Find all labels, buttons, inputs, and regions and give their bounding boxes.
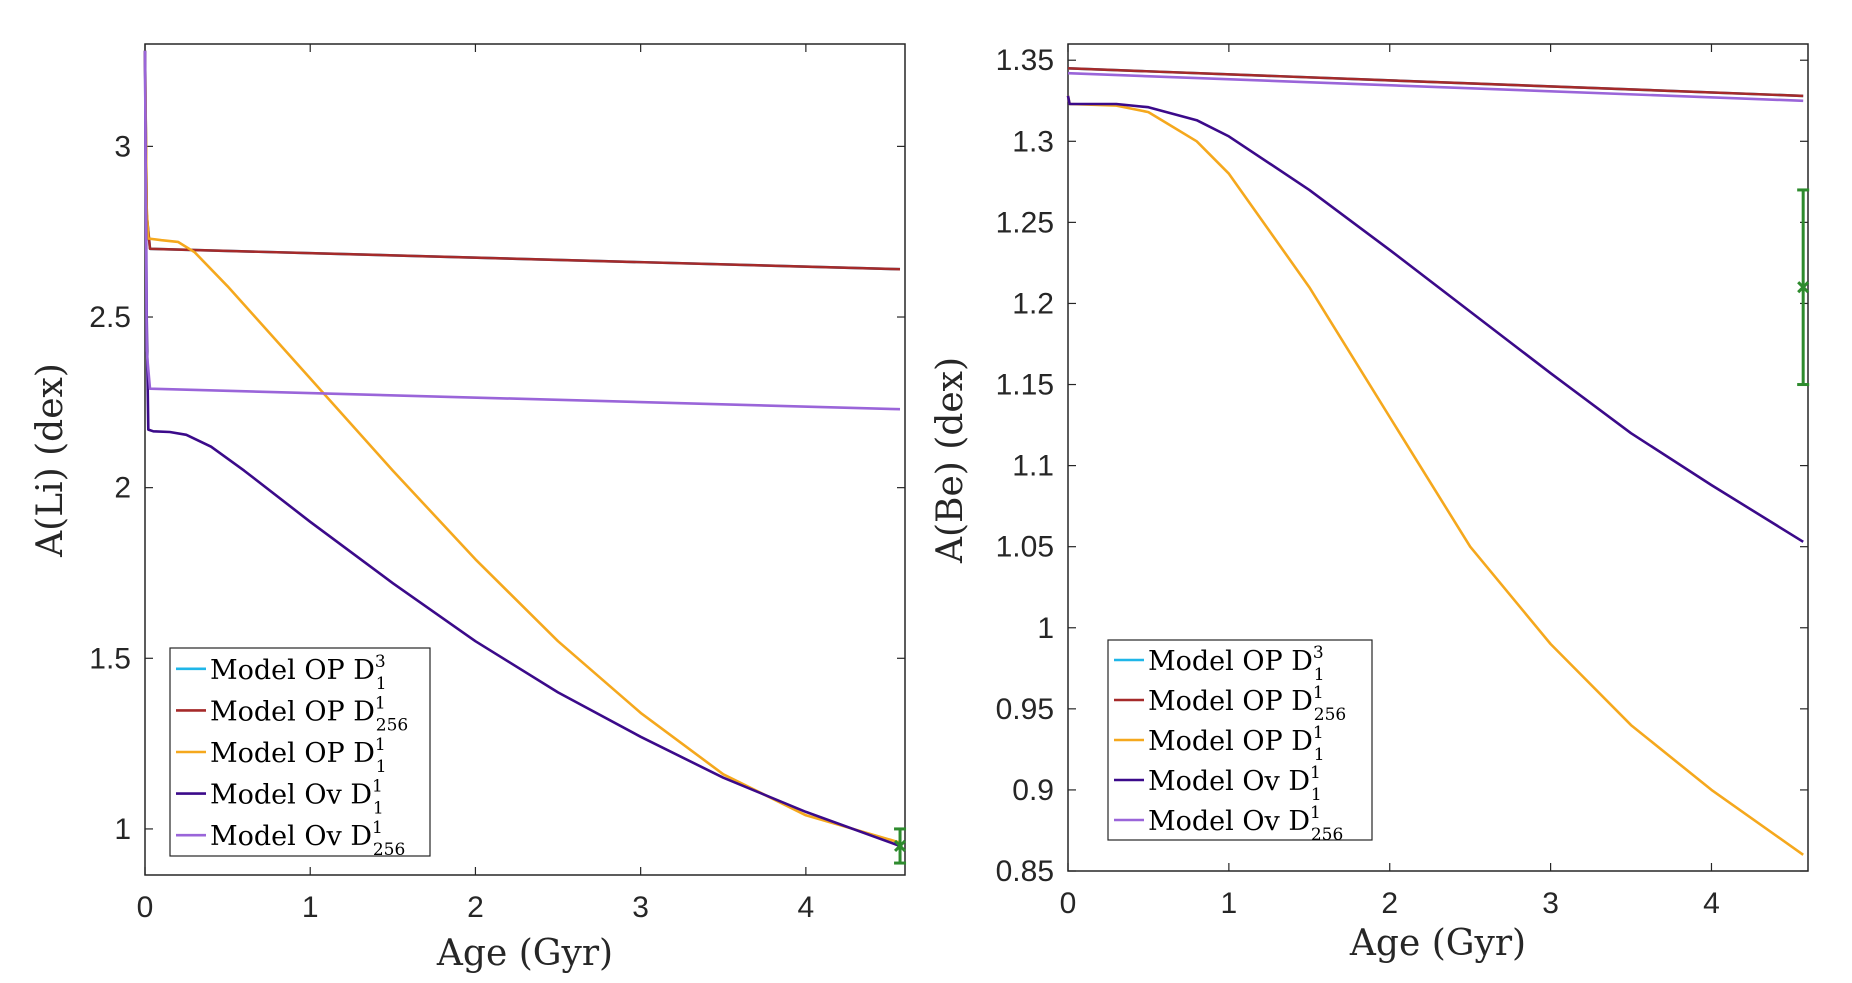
lithium-panel: 0 1 2 3 4 1 1.5 2 2.5 3 Age (Gyr) A(Li) (dex) Mod… [30,43,907,974]
li-ytick-label: 2.5 [89,301,131,334]
be-series-3-line [1066,95,1804,543]
li-xtick-label: 4 [798,891,815,924]
li-ytick-label: 2 [114,472,131,505]
be-xtick-label: 4 [1703,887,1720,920]
li-ytick-label: 1 [114,813,131,846]
be-ytick-label: 1 [1037,612,1054,645]
be-legend-box [1107,639,1373,841]
be-ytick-label: 1.15 [996,369,1054,402]
be-errorbar-marker [1797,281,1810,294]
be-ytick-label: 1.25 [996,206,1054,239]
be-xtick-label: 3 [1542,887,1559,920]
be-xtick-label: 1 [1221,887,1238,920]
li-xtick-label: 0 [137,891,154,924]
li-xtick-label: 3 [632,891,649,924]
li-legend-label: Model Ov D1 1 [210,777,384,819]
be-series-2-line [1066,95,1804,856]
be-ytick-label: 1.3 [1012,125,1054,158]
li-x-axis-label: Age (Gyr) [436,933,613,974]
be-legend-label: Model OP D3 1 [1148,643,1325,685]
be-ytick-label: 1.2 [1012,287,1054,320]
be-ytick-label: 1.35 [996,44,1054,77]
li-ytick-label: 3 [114,130,131,163]
li-errorbar-marker [893,839,907,853]
li-legend-label: Model Ov D1 256 [210,818,405,860]
li-y-axis-label: A(Li) (dex) [30,363,71,558]
be-legend-label: Model OP D1 256 [1148,683,1346,725]
be-ytick-label: 1.05 [996,531,1054,564]
beryllium-panel: 0 1 2 3 4 0.85 0.9 0.95 1 1.05 1.1 1.15 1.2 1.25 1.3 1.… [930,43,1810,964]
li-xtick-label: 1 [302,891,319,924]
li-xtick-label: 2 [467,891,484,924]
be-y-axis-label: A(Be) (dex) [930,357,971,564]
be-xtick-label: 0 [1060,887,1077,920]
be-series-1-line [1067,67,1804,98]
be-x-axis-label: Age (Gyr) [1349,923,1526,964]
be-series-4-line [1067,71,1804,103]
li-legend-box [169,647,431,857]
be-legend-label: Model Ov D1 256 [1148,803,1343,845]
be-ytick-label: 1.1 [1012,450,1054,483]
li-series-4-line [143,50,901,411]
li-ticks: 0 1 2 3 4 1 1.5 2 2.5 3 [89,44,905,924]
be-ytick-label: 0.85 [996,855,1054,888]
li-series-2-line [143,50,901,844]
li-legend-label: Model OP D3 1 [210,652,387,694]
be-xtick-label: 2 [1381,887,1398,920]
be-ytick-label: 0.9 [1012,774,1054,807]
li-legend-label: Model OP D1 1 [210,735,387,777]
be-ytick-label: 0.95 [996,693,1054,726]
be-lines [1066,67,1804,856]
li-legend-label: Model OP D1 256 [210,693,408,735]
li-lines [143,50,901,848]
li-series-3-line [143,50,901,848]
be-legend-label: Model OP D1 1 [1148,723,1325,765]
li-ytick-label: 1.5 [89,642,131,675]
be-ticks: 0 1 2 3 4 0.85 0.9 0.95 1 1.05 1.1 1.15 1.2 1.25 1.3 1.… [996,44,1808,920]
be-legend-label: Model Ov D1 1 [1148,763,1322,805]
li-errorbar [893,827,907,865]
be-errorbar [1797,188,1810,387]
